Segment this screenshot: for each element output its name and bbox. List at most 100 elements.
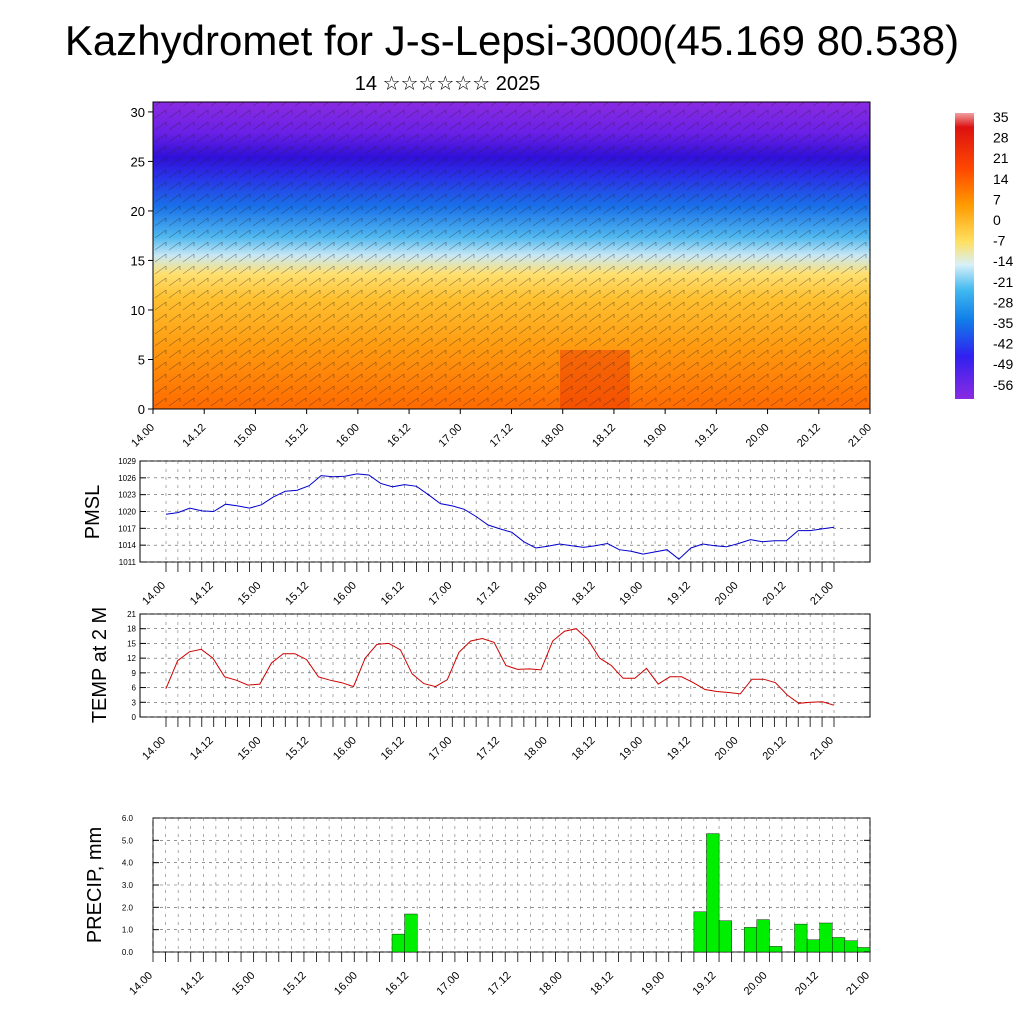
x-tick-label: 20.12 — [760, 580, 788, 608]
y-tick-label: 0 — [138, 402, 145, 417]
x-tick-label: 20.00 — [713, 580, 741, 608]
pmsl-grid — [140, 460, 870, 563]
precip-bar — [706, 833, 720, 953]
heatmap-x-axis: 14.00 14.12 15.00 15.12 16.00 16.12 17.00 17.12… — [129, 409, 874, 450]
colorbar-label: 7 — [993, 191, 1001, 207]
precip-bar — [844, 940, 858, 953]
x-tick-label: 18.12 — [590, 422, 618, 450]
x-tick-label: 18.12 — [570, 580, 598, 608]
precip-bar — [769, 946, 783, 953]
y-tick-label: 1017 — [118, 524, 136, 533]
colorbar-labels: 35 28 21 14 7 0 -7 -14 -21 -28 -35 -42 -49 -56 — [993, 109, 1013, 393]
precip-bar — [718, 920, 732, 953]
temp-x-axis: 14.00 14.12 15.00 15.12 16.00 16.12 17.00 17.12… — [140, 717, 836, 763]
temp-panel: 0 3 6 9 12 15 18 21 14.00 14.12 15.00 15.12 16.00 16… — [89, 607, 871, 763]
y-tick-label: 5 — [138, 352, 145, 367]
x-tick-label: 15.12 — [283, 422, 311, 450]
x-tick-label: 16.00 — [331, 735, 359, 763]
colorbar-label: 0 — [993, 212, 1001, 228]
x-tick-label: 20.00 — [744, 422, 772, 450]
temp-series-line — [165, 628, 835, 706]
precip-axis-label: PRECIP, mm — [84, 827, 106, 943]
x-tick-label: 21.00 — [844, 970, 872, 998]
x-tick-label: 15.00 — [236, 735, 264, 763]
x-tick-label: 20.00 — [742, 970, 770, 998]
x-tick-label: 17.00 — [426, 580, 454, 608]
pmsl-axis-label: PMSL — [82, 485, 104, 539]
precip-bar — [391, 933, 405, 953]
y-tick-label: 1023 — [118, 491, 136, 500]
precip-bars — [391, 833, 871, 953]
x-tick-label: 17.00 — [434, 970, 462, 998]
precip-bar — [819, 922, 833, 953]
colorbar-label: -35 — [993, 315, 1013, 331]
precip-bar — [756, 919, 770, 953]
x-tick-label: 17.12 — [486, 970, 514, 998]
temp-grid — [140, 613, 870, 718]
page-subtitle: 14 ☆☆☆☆☆☆ 2025 — [354, 73, 541, 95]
x-tick-label: 21.00 — [846, 422, 874, 450]
x-tick-label: 19.12 — [665, 735, 693, 763]
y-tick-label: 6 — [132, 684, 137, 693]
x-tick-label: 19.00 — [639, 970, 667, 998]
x-tick-label: 14.12 — [188, 580, 216, 608]
y-tick-label: 6.0 — [122, 814, 134, 823]
y-tick-label: 15 — [131, 253, 145, 268]
x-tick-label: 14.00 — [140, 580, 168, 608]
y-tick-label: 20 — [131, 204, 145, 219]
x-tick-label: 14.12 — [178, 970, 206, 998]
y-tick-label: 1011 — [119, 558, 137, 567]
x-tick-label: 16.12 — [379, 735, 407, 763]
y-tick-label: 18 — [127, 625, 136, 634]
x-tick-label: 18.12 — [588, 970, 616, 998]
x-tick-label: 20.12 — [795, 422, 823, 450]
x-tick-label: 20.00 — [713, 735, 741, 763]
y-tick-label: 9 — [132, 669, 137, 678]
precip-y-axis: 0.0 1.0 2.0 3.0 4.0 5.0 6.0 — [122, 814, 870, 957]
colorbar-ramp — [955, 113, 974, 399]
precip-bar — [693, 911, 707, 953]
y-tick-label: 1.0 — [122, 926, 134, 935]
y-tick-label: 10 — [131, 303, 145, 318]
y-tick-label: 5.0 — [122, 836, 134, 845]
y-tick-label: 15 — [127, 639, 136, 648]
x-tick-label: 15.00 — [236, 580, 264, 608]
temp-y-axis: 0 3 6 9 12 15 18 21 — [127, 610, 870, 722]
x-tick-label: 19.00 — [617, 735, 645, 763]
colorbar: 35 28 21 14 7 0 -7 -14 -21 -28 -35 -42 -49 -56 — [955, 109, 1013, 399]
x-tick-label: 15.12 — [281, 970, 309, 998]
x-tick-label: 19.00 — [617, 580, 645, 608]
y-tick-label: 30 — [131, 105, 145, 120]
colorbar-label: 14 — [993, 171, 1009, 187]
y-tick-label: 3.0 — [122, 881, 134, 890]
x-tick-label: 19.12 — [665, 580, 693, 608]
pmsl-x-axis: 14.00 14.12 15.00 15.12 16.00 16.12 17.00 17.12… — [140, 562, 836, 608]
heatmap-y-axis: 0 5 10 15 20 25 30 — [131, 105, 153, 417]
x-tick-label: 15.12 — [283, 735, 311, 763]
x-tick-label: 21.00 — [808, 735, 836, 763]
x-tick-label: 18.00 — [522, 735, 550, 763]
x-tick-label: 17.00 — [436, 422, 464, 450]
colorbar-label: 35 — [993, 109, 1009, 125]
x-tick-label: 14.12 — [188, 735, 216, 763]
y-tick-label: 25 — [131, 154, 145, 169]
wind-barbs-overlay — [153, 102, 870, 409]
precip-bar — [404, 913, 418, 953]
colorbar-label: -49 — [993, 356, 1013, 372]
y-tick-label: 1026 — [118, 474, 136, 483]
x-tick-label: 14.00 — [140, 735, 168, 763]
x-tick-label: 18.12 — [570, 735, 598, 763]
precip-bar — [744, 927, 758, 953]
x-tick-label: 16.00 — [332, 970, 360, 998]
x-tick-label: 18.00 — [539, 422, 567, 450]
colorbar-label: 28 — [993, 130, 1009, 146]
precip-x-axis: 14.00 14.12 15.00 15.12 16.00 16.12 17.00 17.12… — [127, 952, 872, 998]
x-tick-label: 18.00 — [537, 970, 565, 998]
precip-grid — [152, 817, 871, 953]
temp-frame — [139, 613, 871, 718]
y-tick-label: 2.0 — [122, 903, 134, 912]
x-tick-label: 14.00 — [129, 422, 157, 450]
y-tick-label: 1014 — [118, 541, 136, 550]
y-tick-label: 0 — [132, 713, 137, 722]
